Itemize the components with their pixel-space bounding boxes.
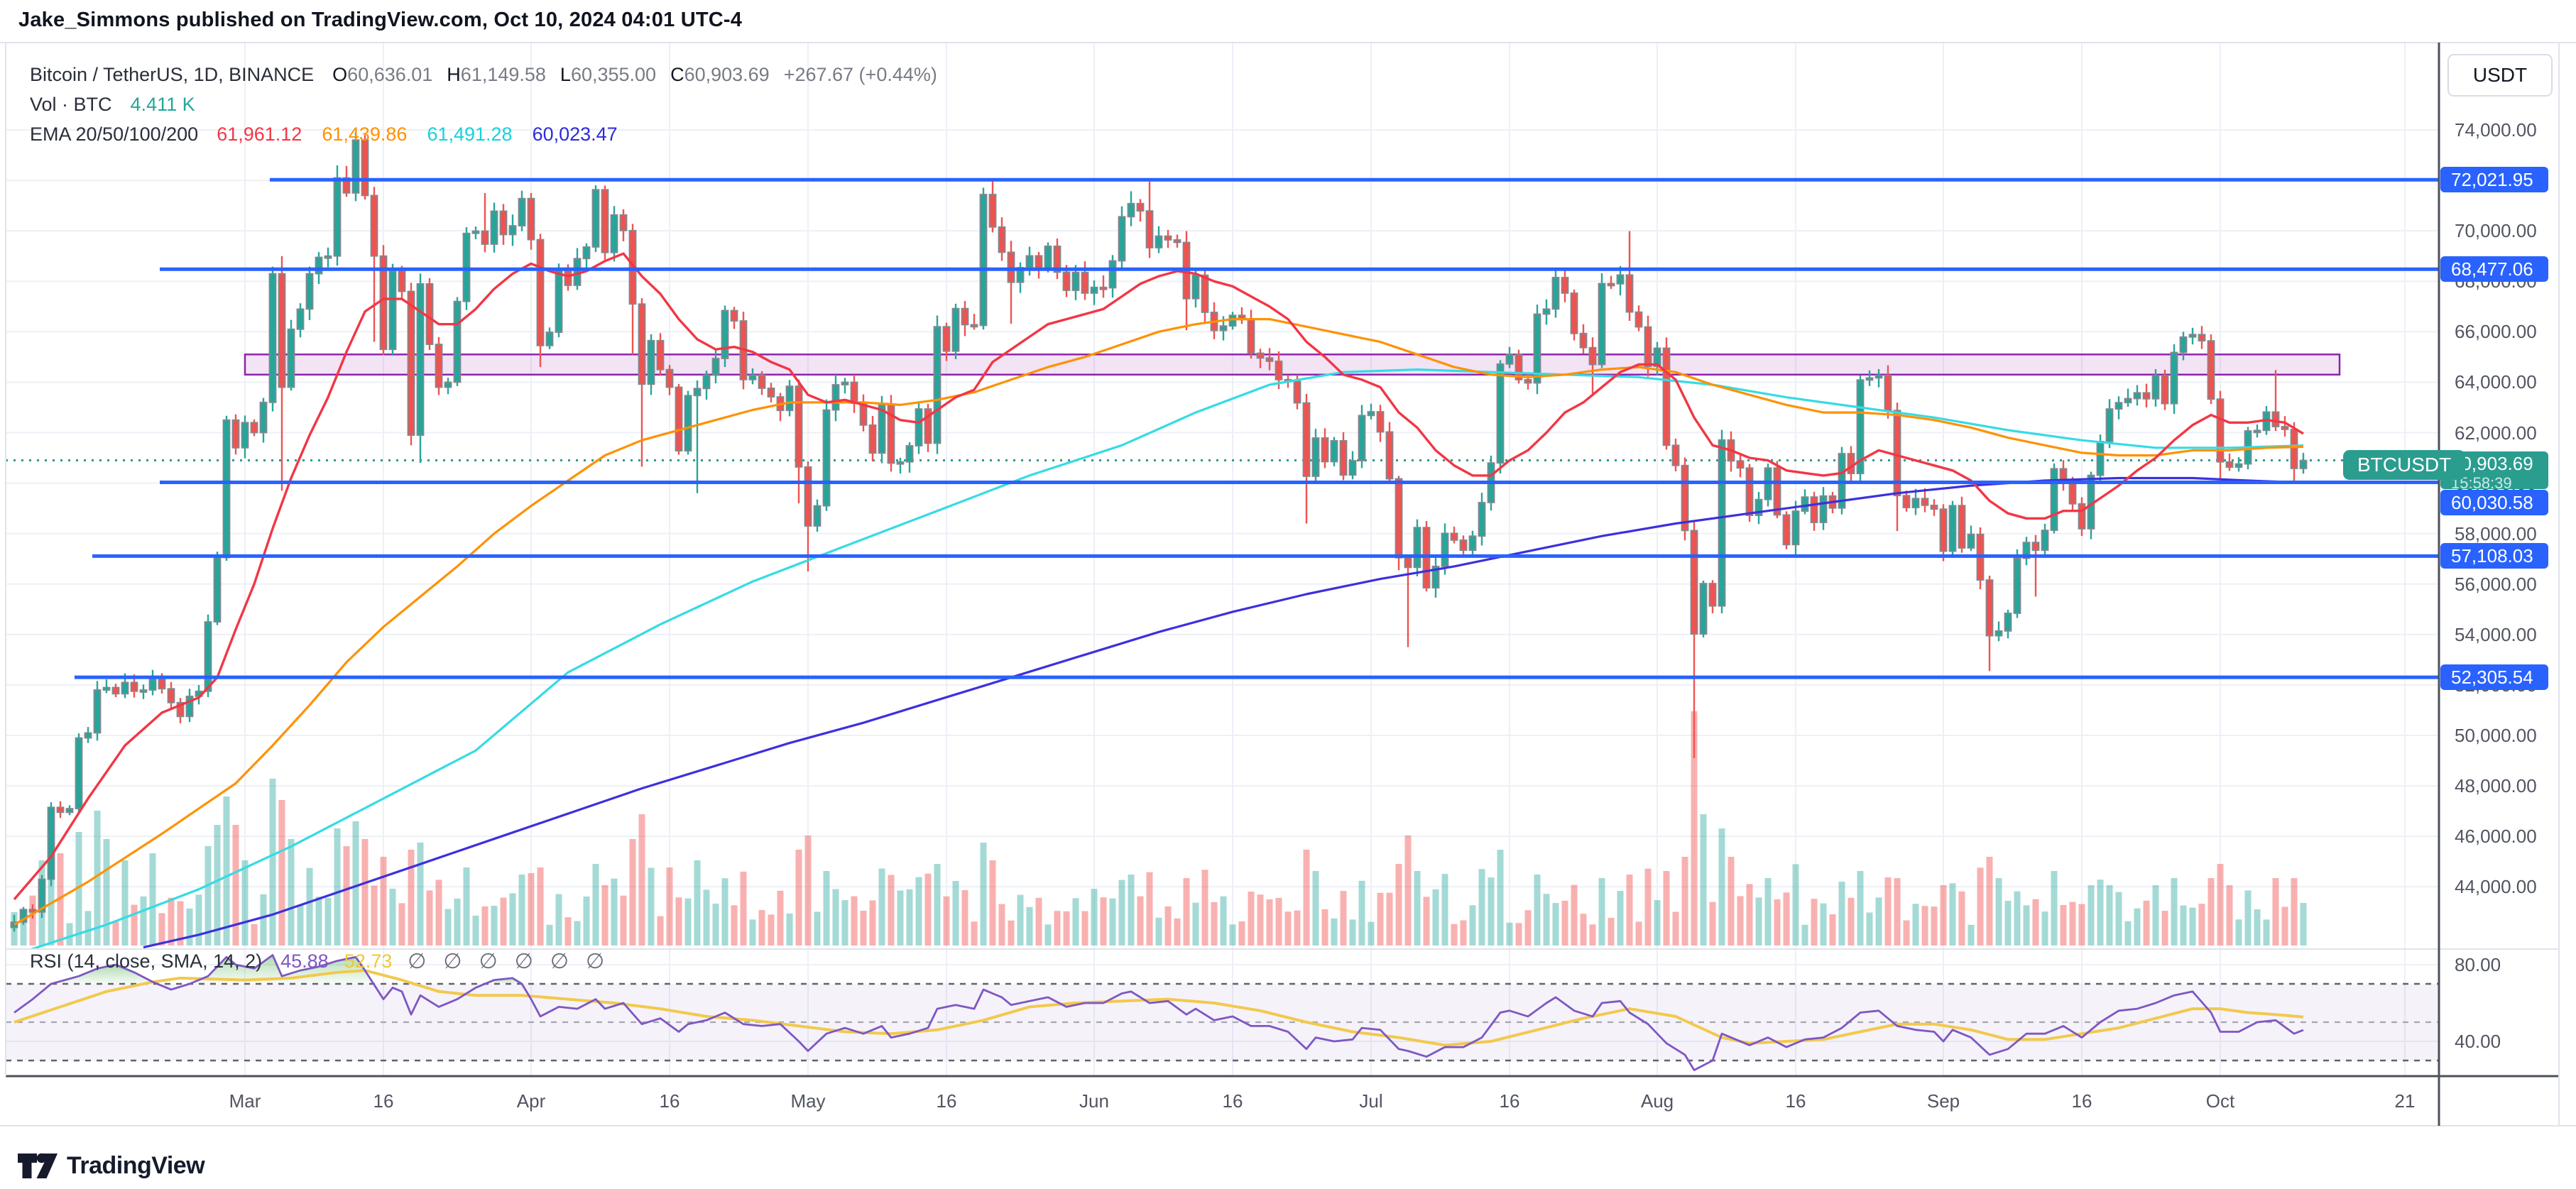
price-axis-label: 44,000.00 <box>2455 876 2537 898</box>
empty-indicator-slot: ∅ <box>550 949 569 973</box>
rsi-label: RSI (14, close, SMA, 14, 2) <box>30 950 263 972</box>
candles <box>10 131 2308 932</box>
ema20-line <box>13 252 2304 901</box>
tradingview-logo-text: TradingView <box>67 1151 205 1179</box>
volume-value: 4.411 K <box>130 93 195 115</box>
price-axis-label: 46,000.00 <box>2455 826 2537 848</box>
time-axis-label[interactable]: 16 <box>373 1090 394 1112</box>
publication-header: Jake_Simmons published on TradingView.co… <box>18 9 743 31</box>
price-axis-label: 48,000.00 <box>2455 775 2537 797</box>
time-axis-label[interactable]: Mar <box>229 1090 261 1112</box>
price-axis-label: 66,000.00 <box>2455 321 2537 343</box>
ohlc-h: H61,149.58 <box>447 63 546 85</box>
ohlc-o: O60,636.01 <box>332 63 433 85</box>
empty-indicator-slot: ∅ <box>408 949 427 973</box>
ema-legend-row[interactable]: EMA 20/50/100/200 61,961.12 61,439.86 61,4… <box>30 123 638 146</box>
price-axis-label: 70,000.00 <box>2455 220 2537 242</box>
rsi-legend-row[interactable]: RSI (14, close, SMA, 14, 2) 45.88 52.73 … <box>30 949 621 974</box>
time-axis-label[interactable]: 21 <box>2394 1090 2416 1112</box>
price-axis-label: 54,000.00 <box>2455 623 2537 645</box>
rsi-empty-slots: ∅ ∅ ∅ ∅ ∅ ∅ <box>408 949 621 974</box>
ema-value: 60,023.47 <box>532 123 618 145</box>
time-axis-label[interactable]: Aug <box>1640 1090 1674 1112</box>
ema-label: EMA 20/50/100/200 <box>30 123 199 145</box>
symbol-legend-row[interactable]: Bitcoin / TetherUS, 1D, BINANCE O60,636.… <box>30 63 937 86</box>
rsi-axis-label: 40.00 <box>2455 1031 2501 1052</box>
ohlc-c: C60,903.69 <box>670 63 770 85</box>
price-axis-label: 64,000.00 <box>2455 371 2537 393</box>
ema100-line <box>28 368 2304 949</box>
rsi-sma-line <box>13 969 2304 1047</box>
empty-indicator-slot: ∅ <box>443 949 462 973</box>
symbol-title: Bitcoin / TetherUS, 1D, BINANCE <box>30 63 315 85</box>
ema-value: 61,491.28 <box>427 123 513 145</box>
ohlc-l: L60,355.00 <box>560 63 657 85</box>
time-axis-label[interactable]: Sep <box>1926 1090 1960 1112</box>
bar-countdown: 15:58:39 <box>2451 474 2512 493</box>
price-axis-label: 56,000.00 <box>2455 573 2537 595</box>
time-axis-label[interactable]: Jun <box>1079 1090 1109 1112</box>
current-price-value: 60,903.69 <box>2451 453 2533 475</box>
price-axis-label: 50,000.00 <box>2455 725 2537 746</box>
ema-values: 61,961.12 61,439.86 61,491.28 60,023.47 <box>217 124 638 146</box>
price-axis-label: 74,000.00 <box>2455 119 2537 141</box>
rsi-axis-label: 80.00 <box>2455 954 2501 975</box>
time-axis-label[interactable]: 16 <box>1222 1090 1243 1112</box>
rsi-value: 45.88 <box>280 950 329 972</box>
price-level-chip: 60,030.58 <box>2440 489 2548 515</box>
empty-indicator-slot: ∅ <box>479 949 498 973</box>
change-value: +267.67 (+0.44%) <box>783 63 937 85</box>
time-axis-label[interactable]: 16 <box>1499 1090 1520 1112</box>
time-axis-label[interactable]: Apr <box>516 1090 546 1112</box>
ema-value: 61,961.12 <box>217 123 302 145</box>
rsi-pane <box>6 954 2439 1071</box>
volume-label: Vol · BTC <box>30 93 112 115</box>
price-level-chip: 52,305.54 <box>2440 664 2548 691</box>
time-axis-label[interactable]: May <box>790 1090 826 1112</box>
time-axis-label[interactable]: 16 <box>1785 1090 1806 1112</box>
rsi-sma-value: 52.73 <box>344 950 393 972</box>
volume-bars <box>11 711 2307 946</box>
price-level-chip: 72,021.95 <box>2440 167 2548 193</box>
ema-value: 61,439.86 <box>322 123 408 145</box>
tradingview-logo[interactable]: TradingView <box>17 1150 205 1181</box>
tradingview-logo-icon <box>18 1153 58 1178</box>
price-level-chip: 57,108.03 <box>2440 543 2548 569</box>
time-axis-label[interactable]: 16 <box>936 1090 957 1112</box>
price-axis-label: 58,000.00 <box>2455 522 2537 544</box>
empty-indicator-slot: ∅ <box>514 949 533 973</box>
supply-zone <box>244 354 2341 376</box>
rsi-line <box>13 954 2304 1071</box>
symbol-price-tag: BTCUSDT <box>2343 450 2466 481</box>
volume-legend-row[interactable]: Vol · BTC 4.411 K <box>30 93 195 116</box>
ema200-line <box>143 476 2304 949</box>
price-axis-label: 62,000.00 <box>2455 422 2537 444</box>
time-axis-label[interactable]: 16 <box>2071 1090 2092 1112</box>
ema50-line <box>13 318 2304 926</box>
empty-indicator-slot: ∅ <box>585 949 605 973</box>
price-pane <box>6 131 2439 949</box>
time-axis-label[interactable]: Jul <box>1359 1090 1383 1112</box>
time-axis-label[interactable]: 16 <box>659 1090 680 1112</box>
price-level-chip: 68,477.06 <box>2440 256 2548 283</box>
time-axis-label[interactable]: Oct <box>2205 1090 2235 1112</box>
currency-toggle-button[interactable]: USDT <box>2447 54 2553 97</box>
ohlc-values: O60,636.01 H61,149.58 L60,355.00 C60,903.69 <box>332 64 784 86</box>
